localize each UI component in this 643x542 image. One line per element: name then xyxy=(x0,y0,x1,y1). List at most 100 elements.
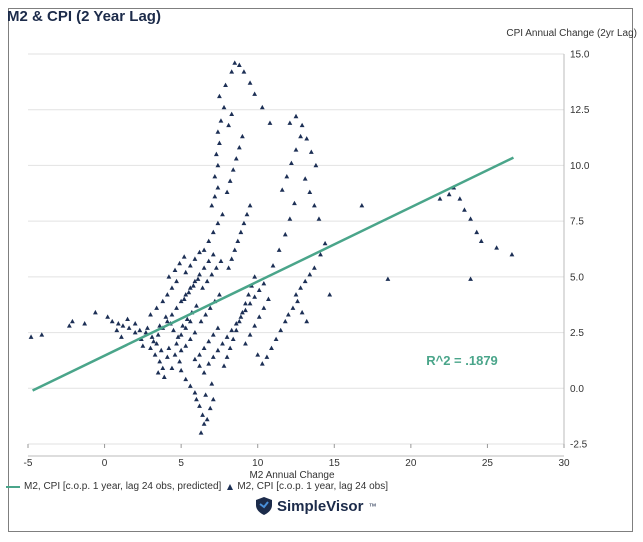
data-point xyxy=(148,345,153,350)
data-point xyxy=(186,289,192,295)
data-point xyxy=(287,120,293,125)
data-point xyxy=(247,332,253,337)
x-tick-label: 25 xyxy=(482,458,494,469)
data-point xyxy=(204,416,210,422)
data-point xyxy=(298,285,303,290)
data-point xyxy=(192,256,198,261)
data-point xyxy=(197,249,202,255)
data-point xyxy=(140,343,146,348)
data-point xyxy=(183,376,189,382)
data-point xyxy=(201,265,207,270)
data-point xyxy=(195,276,201,281)
data-point xyxy=(183,325,189,330)
data-point xyxy=(299,309,305,315)
data-point xyxy=(215,185,221,190)
data-point xyxy=(230,336,236,342)
data-point xyxy=(181,254,187,259)
data-point xyxy=(183,292,189,297)
x-tick-label: 20 xyxy=(405,458,417,469)
data-point xyxy=(229,256,235,261)
data-point xyxy=(316,216,322,221)
data-point xyxy=(155,370,161,375)
data-point xyxy=(252,294,258,299)
data-point xyxy=(212,194,218,199)
data-point xyxy=(255,352,261,357)
data-point xyxy=(206,361,212,366)
data-point xyxy=(201,421,207,426)
data-point xyxy=(474,229,480,235)
axes xyxy=(27,54,565,457)
data-point xyxy=(190,283,196,288)
data-point xyxy=(164,354,170,359)
data-point xyxy=(143,329,149,335)
chart-title: M2 & CPI (2 Year Lag) xyxy=(7,8,161,25)
data-point xyxy=(160,298,166,304)
data-point xyxy=(198,318,204,324)
x-axis-label: M2 Annual Change xyxy=(249,470,335,481)
data-point xyxy=(468,276,473,281)
data-point xyxy=(145,325,150,330)
y-tick-label: 0.0 xyxy=(570,384,584,395)
data-point xyxy=(259,104,265,110)
data-point xyxy=(287,216,293,221)
data-point xyxy=(229,111,235,116)
data-point xyxy=(261,305,267,310)
data-point xyxy=(256,287,262,293)
data-point xyxy=(209,202,215,208)
data-point xyxy=(244,211,250,217)
data-point xyxy=(226,122,232,128)
data-point xyxy=(201,370,207,375)
data-point xyxy=(183,343,189,348)
data-point xyxy=(246,292,251,297)
data-point xyxy=(322,240,328,246)
data-point xyxy=(157,358,163,364)
data-point xyxy=(235,238,241,243)
data-point xyxy=(125,316,130,321)
data-point xyxy=(240,309,245,315)
data-point xyxy=(241,220,247,226)
data-point xyxy=(233,327,239,333)
data-point xyxy=(177,260,183,266)
data-point xyxy=(494,245,500,250)
data-point xyxy=(187,285,193,290)
data-point xyxy=(227,178,233,183)
legend-label-observed: M2, CPI [c.o.p. 1 year, lag 24 obs] xyxy=(237,481,388,492)
data-point xyxy=(132,329,138,335)
data-point xyxy=(174,278,179,284)
data-point xyxy=(210,332,216,337)
data-point xyxy=(221,104,227,110)
data-point xyxy=(155,332,161,337)
data-point xyxy=(187,318,193,324)
data-point xyxy=(224,334,230,339)
data-point xyxy=(180,323,186,328)
data-point xyxy=(247,80,253,85)
data-point xyxy=(217,292,222,297)
data-point xyxy=(210,396,216,402)
y-tick-label: 12.5 xyxy=(570,105,590,116)
data-point xyxy=(207,405,213,411)
data-point xyxy=(166,345,172,350)
data-point xyxy=(293,292,299,297)
data-point xyxy=(226,265,232,270)
data-point xyxy=(92,309,98,315)
data-point xyxy=(298,133,303,139)
data-point xyxy=(284,173,290,179)
data-point xyxy=(292,200,297,206)
data-point xyxy=(66,323,72,328)
data-point xyxy=(209,272,215,277)
x-tick-label: 0 xyxy=(102,458,108,469)
data-point xyxy=(267,120,273,125)
data-point xyxy=(70,318,75,324)
data-point xyxy=(256,314,262,319)
y-tick-label: 7.5 xyxy=(570,217,584,228)
data-point xyxy=(175,334,181,339)
data-point xyxy=(210,354,216,359)
data-point xyxy=(132,321,138,326)
data-point xyxy=(282,318,288,324)
data-point xyxy=(217,93,222,99)
data-point xyxy=(197,272,202,277)
data-point xyxy=(160,365,166,371)
data-point xyxy=(171,327,176,333)
data-point xyxy=(148,312,153,317)
brand-logo: SimpleVisor ™ xyxy=(256,497,376,515)
